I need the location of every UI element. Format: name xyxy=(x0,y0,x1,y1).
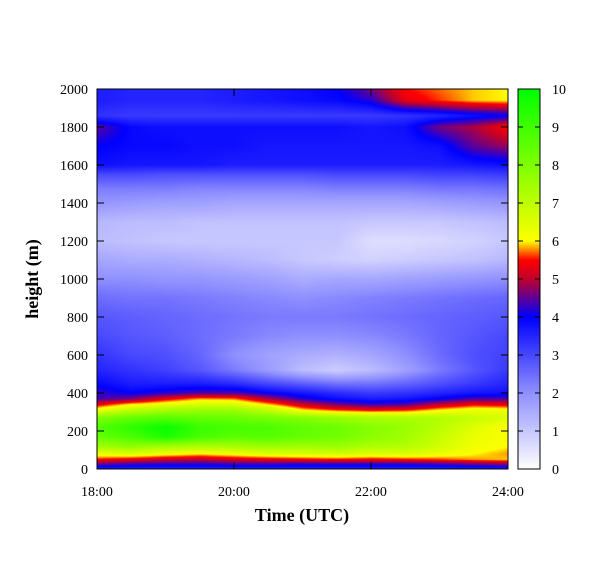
y-tick-label: 1600 xyxy=(60,159,88,174)
colorbar-tick-label: 8 xyxy=(552,159,559,174)
colorbar-tick-label: 0 xyxy=(552,463,559,478)
x-axis-title: Time (UTC) xyxy=(255,505,349,526)
y-tick-label: 2000 xyxy=(60,83,88,98)
y-tick-label: 200 xyxy=(67,425,88,440)
colorbar-tick-label: 9 xyxy=(552,121,559,136)
y-axis-title: height (m) xyxy=(22,239,43,319)
y-tick-label: 600 xyxy=(67,349,88,364)
colorbar-tick-label: 3 xyxy=(552,349,559,364)
x-tick-label: 24:00 xyxy=(492,485,524,500)
y-tick-label: 1000 xyxy=(60,273,88,288)
colorbar-tick-label: 5 xyxy=(552,273,559,288)
y-tick-label: 1400 xyxy=(60,197,88,212)
y-tick-label: 1200 xyxy=(60,235,88,250)
colorbar-tick-label: 2 xyxy=(552,387,559,402)
y-tick-label: 400 xyxy=(67,387,88,402)
colorbar-tick-label: 4 xyxy=(552,311,559,326)
colorbar-tick-label: 1 xyxy=(552,425,559,440)
y-axis: 0 200 400 600 800 1000 1200 1400 1600 1800 2000 xyxy=(60,83,508,478)
y-tick-label: 1800 xyxy=(60,121,88,136)
x-tick-label: 20:00 xyxy=(218,485,250,500)
heatmap-canvas xyxy=(97,89,508,469)
y-tick-label: 0 xyxy=(81,463,88,478)
colorbar-tick-label: 10 xyxy=(552,83,566,98)
colorbar-axis: 0 1 2 3 4 5 6 7 8 9 10 xyxy=(518,83,566,478)
colorbar-tick-label: 7 xyxy=(552,197,559,212)
y-tick-label: 800 xyxy=(67,311,88,326)
colorbar-tick-label: 6 xyxy=(552,235,559,250)
x-tick-label: 22:00 xyxy=(355,485,387,500)
x-axis: 18:00 20:00 22:00 24:00 xyxy=(81,89,524,500)
x-tick-label: 18:00 xyxy=(81,485,113,500)
